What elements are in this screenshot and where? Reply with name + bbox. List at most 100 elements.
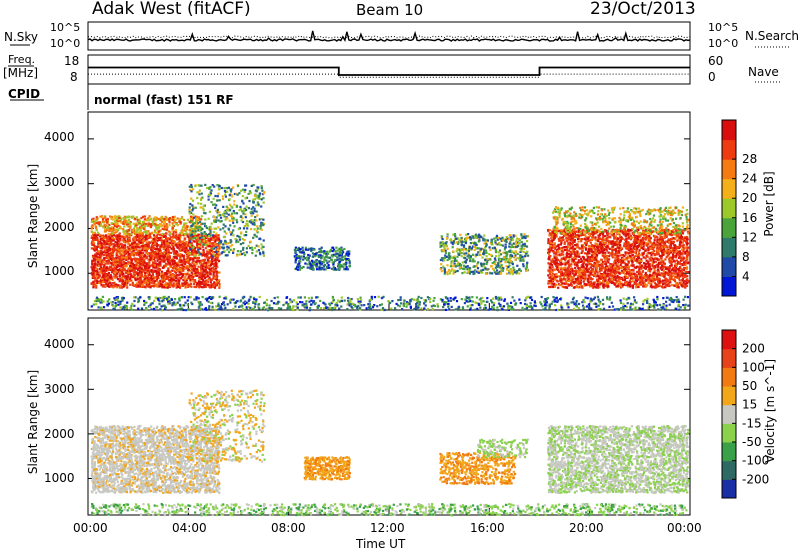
power-echo-cell	[137, 231, 140, 234]
power-echo-cell	[153, 283, 156, 286]
power-echo-cell	[171, 266, 175, 270]
power-echo-cell	[473, 241, 476, 244]
power-echo-cell	[451, 246, 454, 249]
vel-ytick-2000: 2000	[44, 427, 75, 441]
power-echo-cell	[138, 278, 141, 281]
freq-panel-frame	[87, 54, 691, 85]
power-echo-cell	[312, 262, 315, 266]
power-echo-cell	[159, 247, 162, 250]
power-colorbar-tick-label: 12	[742, 230, 757, 244]
power-echo-cell	[232, 251, 235, 254]
power-echo-cell	[166, 247, 169, 250]
power-echo-cell	[557, 286, 560, 289]
power-echo-cell	[225, 209, 228, 212]
power-echo-cell	[106, 221, 109, 224]
power-echo-cell	[190, 264, 193, 267]
power-echo-cell	[107, 235, 110, 238]
power-echo-cell	[96, 231, 100, 234]
power-echo-cell	[190, 224, 193, 228]
power-echo-cell	[199, 272, 202, 275]
power-echo-cell	[99, 268, 102, 271]
power-echo-cell	[154, 269, 157, 272]
power-echo-cell	[133, 273, 136, 277]
power-echo-cell	[145, 255, 149, 258]
power-echo-cell	[109, 253, 112, 256]
power-echo-cell	[215, 264, 218, 267]
power-echo-cell	[162, 240, 165, 243]
power-echo-cell	[237, 240, 240, 243]
power-echo-cell	[440, 235, 443, 238]
power-echo-cell	[179, 222, 182, 225]
power-echo-cell	[159, 264, 162, 267]
power-echo-cell	[462, 249, 465, 252]
power-echo-cell	[451, 259, 454, 262]
power-echo-cell	[202, 243, 205, 246]
power-echo-cell	[449, 265, 452, 268]
power-echo-cell	[328, 256, 331, 259]
power-echo-cell	[304, 262, 307, 265]
power-echo-cell	[220, 186, 223, 190]
power-echo-cell	[262, 224, 265, 227]
power-echo-cell	[196, 274, 199, 277]
power-echo-cell	[163, 256, 166, 259]
power-echo-cell	[258, 237, 261, 240]
power-echo-cell	[513, 271, 517, 274]
power-echo-cell	[218, 271, 221, 274]
power-echo-cell	[123, 232, 126, 235]
power-echo-cell	[213, 227, 216, 230]
power-echo-cell	[191, 278, 194, 281]
power-echo-cell	[202, 236, 205, 240]
power-echo-cell	[133, 243, 136, 246]
power-echo-cell	[522, 258, 525, 261]
power-echo-cell	[239, 243, 242, 246]
power-echo-cell	[190, 266, 193, 269]
velocity-colorbar-tick-label: -50	[742, 435, 762, 449]
power-echo-cell	[110, 262, 113, 265]
power-echo-cell	[205, 261, 208, 264]
power-ytick-2000: 2000	[44, 220, 75, 234]
power-echo-cell	[467, 249, 471, 253]
power-echo-cell	[450, 256, 453, 259]
power-echo-cell	[302, 249, 305, 252]
power-echo-cell	[147, 279, 151, 282]
power-echo-cell	[118, 274, 121, 277]
power-echo-cell	[115, 229, 118, 232]
power-echo-cell	[141, 256, 144, 260]
power-echo-cell	[227, 242, 230, 245]
power-echo-cell	[175, 223, 178, 226]
power-echo-cell	[208, 256, 211, 259]
power-echo-cell	[238, 235, 241, 238]
power-echo-cell	[94, 265, 97, 268]
power-echo-cell	[503, 256, 506, 259]
power-echo-cell	[300, 266, 304, 270]
power-echo-cell	[210, 227, 213, 231]
power-echo-cell	[198, 278, 201, 281]
power-echo-cell	[494, 239, 497, 242]
power-echo-cell	[185, 258, 188, 262]
power-echo-cell	[209, 231, 212, 234]
power-echo-cell	[118, 243, 121, 247]
power-echo-cell	[303, 252, 306, 256]
power-echo-cell	[445, 244, 448, 247]
power-echo-cell	[455, 250, 458, 253]
power-echo-cell	[182, 246, 186, 249]
power-echo-cell	[159, 283, 162, 286]
power-echo-cell	[521, 256, 524, 259]
power-echo-cell	[565, 280, 568, 283]
power-echo-cell	[227, 227, 230, 230]
power-echo-cell	[485, 255, 488, 258]
power-echo-cell	[334, 254, 337, 257]
power-echo-cell	[328, 250, 331, 253]
power-echo-cell	[132, 249, 135, 252]
power-echo-cell	[205, 240, 209, 243]
power-echo-cell	[132, 222, 135, 225]
power-echo-cell	[172, 243, 175, 247]
power-echo-cell	[345, 266, 348, 269]
power-echo-cell	[125, 250, 128, 253]
power-echo-cell	[133, 217, 136, 220]
power-echo-cell	[210, 238, 213, 241]
power-echo-cell	[456, 242, 460, 246]
power-echo-cell	[224, 186, 227, 190]
power-echo-cell	[153, 284, 156, 288]
power-echo-cell	[118, 252, 121, 255]
